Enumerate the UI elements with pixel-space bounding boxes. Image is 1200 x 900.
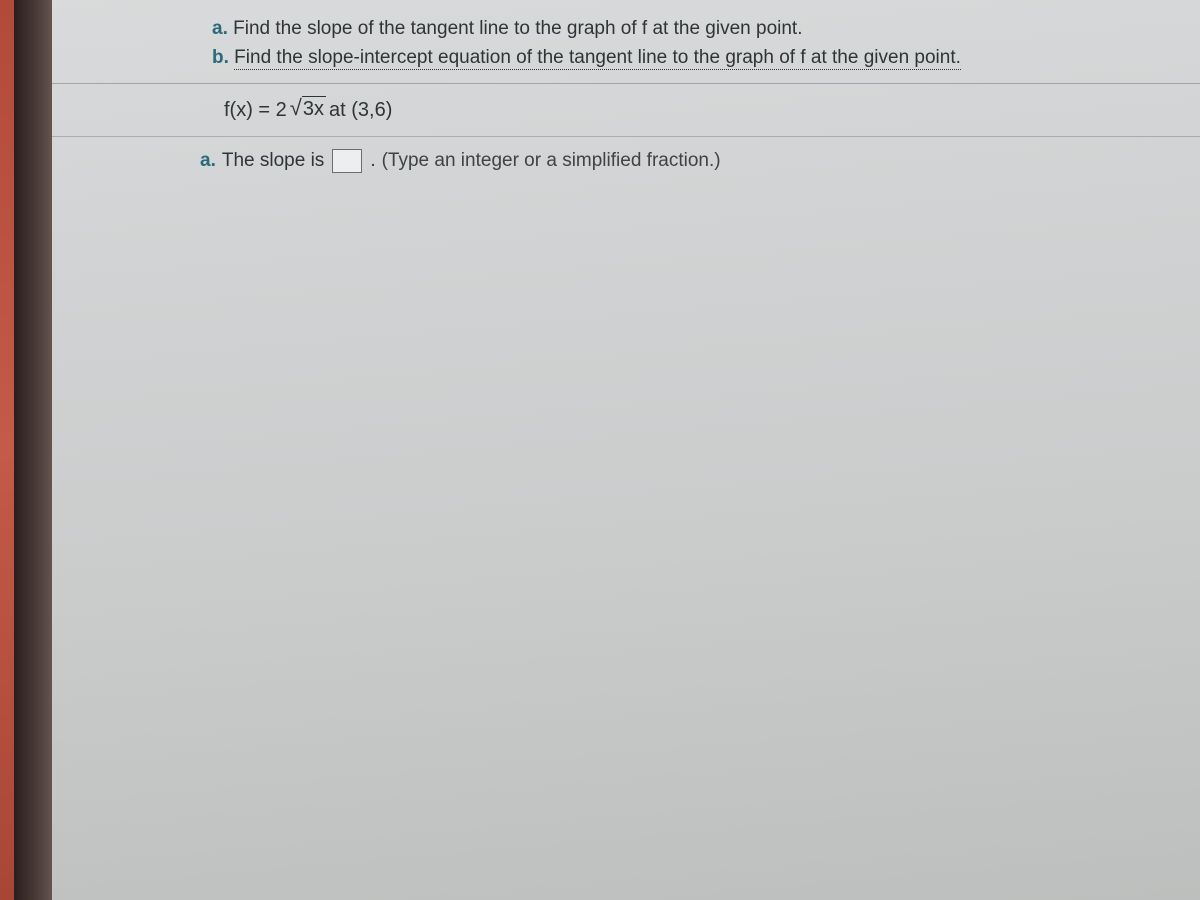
part-b-text: Find the slope-intercept equation of the… bbox=[234, 47, 961, 70]
page-content: a. Find the slope of the tangent line to… bbox=[52, 0, 1200, 900]
question-part-a: a. Find the slope of the tangent line to… bbox=[212, 14, 1184, 43]
radical-icon: √ bbox=[290, 97, 302, 123]
accent-strip bbox=[0, 0, 14, 900]
function-definition-block: f(x) = 2 √ 3x at (3,6) bbox=[52, 84, 1200, 137]
question-block: a. Find the slope of the tangent line to… bbox=[52, 0, 1200, 84]
fx-lhs: f(x) = 2 bbox=[224, 99, 287, 122]
part-b-lead: b. bbox=[212, 47, 229, 68]
answer-lead: a. bbox=[200, 150, 216, 172]
part-a-lead: a. bbox=[212, 18, 228, 39]
answer-prefix: The slope is bbox=[222, 150, 324, 172]
content-wrapper: a. Find the slope of the tangent line to… bbox=[52, 0, 1200, 181]
fx-tail: at (3,6) bbox=[329, 99, 392, 122]
function-expression: f(x) = 2 √ 3x at (3,6) bbox=[224, 96, 392, 122]
window-left-edge bbox=[0, 0, 52, 900]
part-a-text: Find the slope of the tangent line to th… bbox=[233, 18, 802, 39]
radicand: 3x bbox=[302, 96, 326, 122]
sqrt-expression: √ 3x bbox=[290, 96, 326, 122]
question-part-b: b. Find the slope-intercept equation of … bbox=[212, 43, 1184, 72]
answer-block: a. The slope is . (Type an integer or a … bbox=[52, 137, 1200, 181]
bezel-strip bbox=[14, 0, 52, 900]
answer-period: . bbox=[370, 150, 375, 172]
slope-input[interactable] bbox=[332, 149, 362, 173]
answer-hint: (Type an integer or a simplified fractio… bbox=[382, 150, 721, 172]
